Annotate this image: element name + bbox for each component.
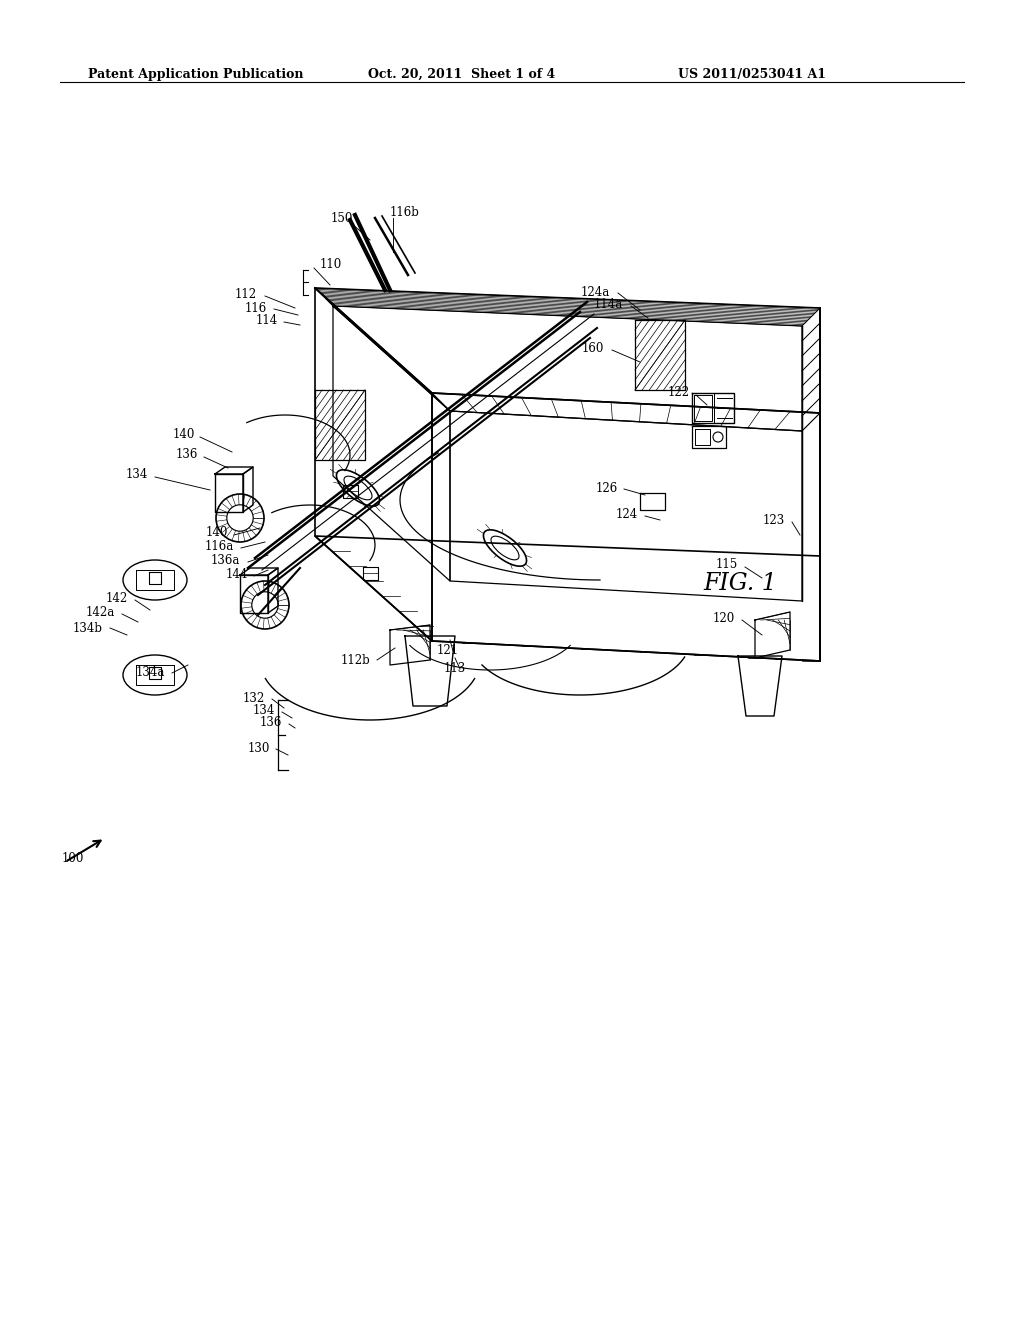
Text: 100: 100: [62, 851, 84, 865]
Text: 114a: 114a: [594, 298, 623, 312]
Text: 144: 144: [225, 569, 248, 582]
Text: 150: 150: [331, 211, 353, 224]
Text: 134b: 134b: [73, 622, 103, 635]
Text: 130: 130: [248, 742, 270, 755]
Text: 112: 112: [234, 289, 257, 301]
Text: 114: 114: [256, 314, 278, 326]
Text: 116b: 116b: [390, 206, 420, 219]
Text: 140: 140: [173, 429, 195, 441]
Text: 124a: 124a: [581, 285, 610, 298]
Text: 134: 134: [253, 704, 275, 717]
Text: Oct. 20, 2011  Sheet 1 of 4: Oct. 20, 2011 Sheet 1 of 4: [368, 69, 555, 81]
Text: 115: 115: [716, 558, 738, 572]
Text: 134: 134: [126, 469, 148, 482]
Text: 142a: 142a: [86, 606, 115, 619]
Text: 116a: 116a: [205, 540, 234, 553]
Text: 160: 160: [582, 342, 604, 355]
Text: 116: 116: [245, 301, 267, 314]
Text: 126: 126: [596, 482, 618, 495]
Text: 120: 120: [713, 611, 735, 624]
Text: 122: 122: [668, 387, 690, 400]
Text: 113: 113: [443, 661, 466, 675]
Text: 136a: 136a: [211, 554, 240, 568]
Text: Patent Application Publication: Patent Application Publication: [88, 69, 303, 81]
Text: FIG. 1: FIG. 1: [703, 572, 777, 594]
Text: 140: 140: [206, 527, 228, 540]
Text: 132: 132: [243, 692, 265, 705]
Text: 112b: 112b: [340, 653, 370, 667]
Text: 142: 142: [105, 591, 128, 605]
Text: US 2011/0253041 A1: US 2011/0253041 A1: [678, 69, 826, 81]
Text: 136: 136: [176, 449, 198, 462]
Text: 110: 110: [319, 259, 342, 272]
Text: 121: 121: [437, 644, 459, 656]
Text: 123: 123: [763, 513, 785, 527]
Text: 136: 136: [260, 715, 282, 729]
Text: 134a: 134a: [135, 665, 165, 678]
Text: 124: 124: [615, 508, 638, 521]
